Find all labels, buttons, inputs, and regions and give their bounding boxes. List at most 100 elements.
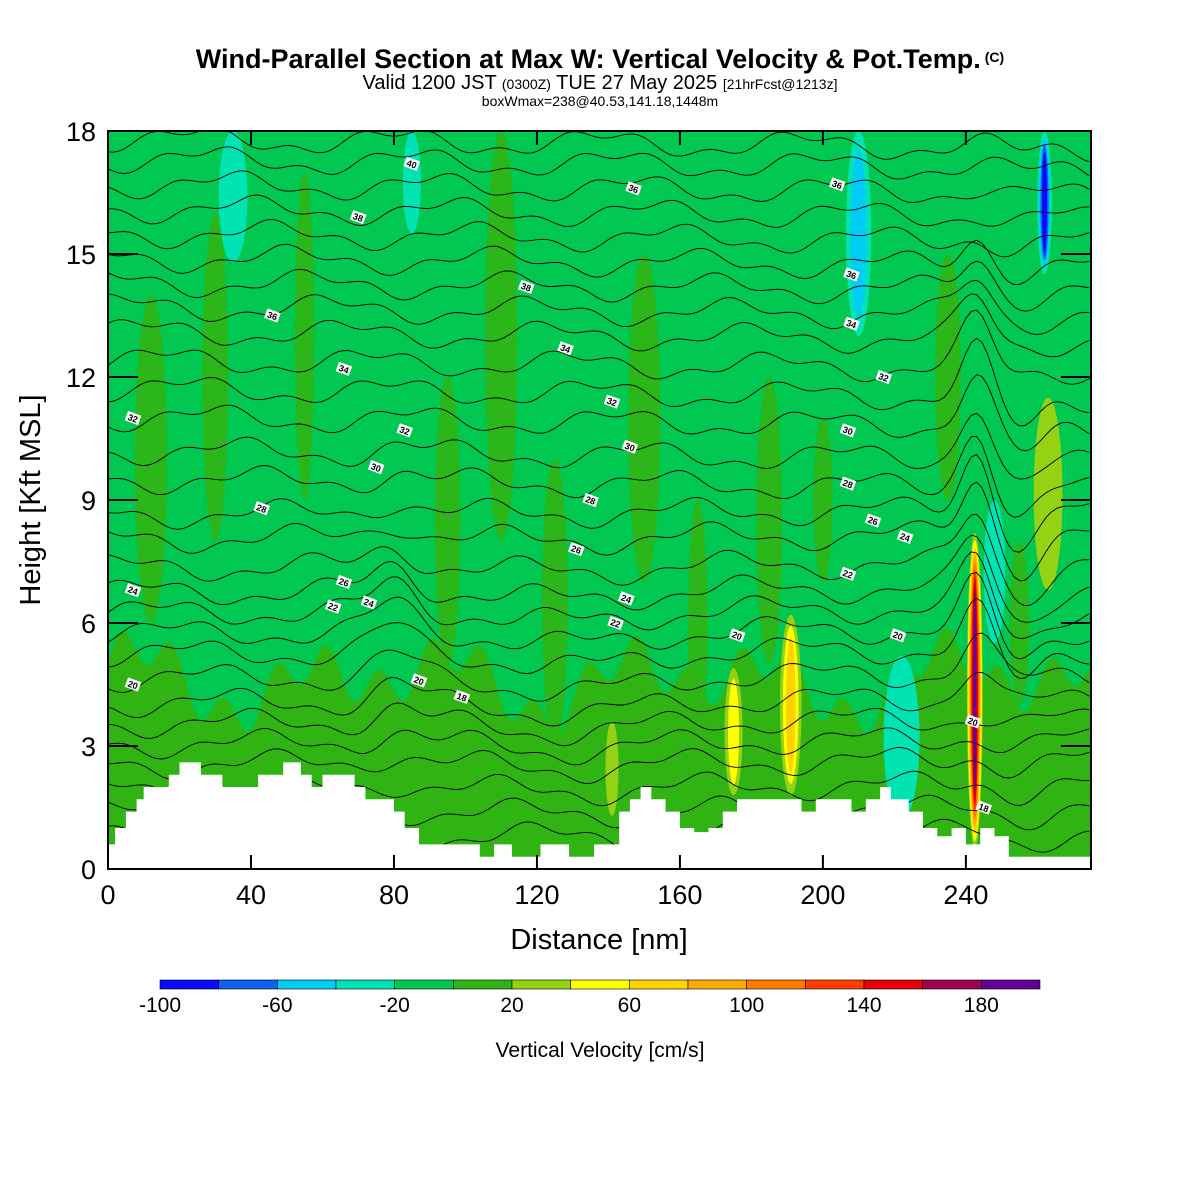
contour-label-bg bbox=[264, 308, 281, 323]
y-tick-label: 6 bbox=[81, 609, 96, 639]
colorbar-tick-label: -20 bbox=[379, 994, 409, 1017]
isentrope-line bbox=[108, 293, 1090, 358]
isentrope-line bbox=[108, 309, 1090, 385]
contour-label-text: 30 bbox=[623, 441, 636, 454]
colorbar-swatch bbox=[628, 979, 689, 990]
contour-label-text: 34 bbox=[337, 363, 350, 376]
colorbar-tick-label: 180 bbox=[964, 994, 999, 1017]
contour-label-text: 36 bbox=[266, 310, 279, 323]
contour-label-bg bbox=[124, 410, 142, 426]
downdraft-plume bbox=[218, 131, 248, 263]
y-tick-label: 3 bbox=[81, 732, 96, 762]
contour-label-text: 36 bbox=[831, 178, 844, 191]
contour-label: 26 bbox=[568, 542, 585, 557]
isentrope-line bbox=[108, 454, 1090, 553]
contour-label: 36 bbox=[625, 181, 642, 196]
isentrope-line bbox=[108, 170, 1090, 204]
box-wmax-info: boxWmax=238@40.53,141.18,1448m bbox=[481, 93, 719, 109]
colorbar-swatch bbox=[804, 979, 865, 990]
contour-label: 20 bbox=[728, 628, 746, 643]
colorbar-swatch bbox=[570, 979, 630, 990]
contour-label-bg bbox=[896, 529, 914, 544]
contour-label-text: 36 bbox=[627, 182, 640, 195]
contour-label: 18 bbox=[975, 800, 993, 815]
y-tick-label: 12 bbox=[66, 363, 96, 393]
contour-label-bg bbox=[875, 369, 892, 385]
contour-label: 34 bbox=[843, 316, 860, 331]
colorbar-swatch bbox=[159, 979, 220, 990]
contour-label-text: 32 bbox=[605, 396, 618, 409]
colorbar-swatch bbox=[922, 979, 982, 990]
contour-label-text: 22 bbox=[609, 617, 622, 630]
isentrope-line bbox=[108, 260, 1090, 312]
contour-label-bg bbox=[828, 177, 846, 192]
contour-label-bg bbox=[843, 267, 860, 282]
colorbar-swatch bbox=[452, 979, 513, 990]
contour-label-bg bbox=[728, 628, 746, 643]
contour-label-bg bbox=[335, 574, 353, 590]
contour-label-text: 18 bbox=[455, 691, 468, 704]
contour-label-bg bbox=[349, 210, 367, 225]
contour-label-bg bbox=[839, 423, 857, 438]
contour-label: 28 bbox=[582, 492, 599, 508]
updraft-plume bbox=[785, 637, 796, 773]
contour-label-text: 22 bbox=[327, 601, 340, 614]
updraft-streak bbox=[1009, 541, 1030, 705]
contour-label-bg bbox=[975, 800, 993, 815]
y-tick-label: 18 bbox=[66, 117, 96, 147]
isentrope-line bbox=[108, 131, 1090, 163]
contour-label: 40 bbox=[403, 156, 421, 171]
isentrope-line bbox=[108, 219, 1090, 258]
isentrope-line bbox=[108, 572, 1090, 660]
contour-label-text: 36 bbox=[845, 269, 858, 282]
contour-label: 32 bbox=[396, 423, 413, 438]
contour-label-bg bbox=[864, 513, 882, 528]
colorbar-tick-label: -100 bbox=[139, 994, 181, 1017]
contour-label-text: 30 bbox=[370, 461, 383, 474]
downdraft-plume bbox=[983, 499, 1006, 644]
contour-label-bg bbox=[964, 714, 982, 729]
contour-label: 18 bbox=[453, 689, 471, 704]
contour-label-text: 20 bbox=[891, 629, 904, 642]
updraft-plume bbox=[728, 679, 740, 785]
updraft-streak bbox=[202, 213, 229, 541]
contour-label-bg bbox=[124, 583, 142, 598]
contour-label-text: 32 bbox=[126, 412, 139, 425]
contour-label-text: 26 bbox=[570, 543, 583, 556]
colorbar-swatch bbox=[863, 979, 924, 990]
contour-label: 32 bbox=[875, 369, 892, 385]
chart-subtitle: Valid 1200 JST (0300Z) TUE 27 May 2025 [… bbox=[0, 73, 1200, 94]
colorbar-swatch bbox=[335, 979, 396, 990]
contour-label: 34 bbox=[557, 341, 574, 356]
contour-label-text: 26 bbox=[866, 515, 879, 528]
colorbar-tick-label: 60 bbox=[618, 994, 641, 1017]
isentrope-line bbox=[108, 671, 1090, 727]
contour-label: 26 bbox=[864, 513, 882, 528]
contour-label-bg bbox=[568, 542, 585, 557]
contour-label: 20 bbox=[124, 677, 142, 692]
contour-labels: 40 36 38 36 38 36 36 34 34 34 32 32 32 32 30 30 30 28 28 28… bbox=[124, 156, 993, 815]
valid-date: TUE 27 May 2025 bbox=[556, 72, 718, 94]
contour-label-bg bbox=[607, 615, 624, 631]
updraft-streak bbox=[756, 377, 783, 664]
colorbar-label: Vertical Velocity [cm/s] bbox=[496, 1039, 705, 1062]
y-tick-label: 0 bbox=[81, 855, 96, 885]
contour-label: 28 bbox=[839, 476, 857, 491]
terrain-shape bbox=[108, 762, 1091, 869]
contour-label-text: 20 bbox=[731, 629, 744, 642]
contour-label-text: 20 bbox=[412, 674, 425, 687]
isentrope-line bbox=[108, 239, 1090, 285]
isentrope-line bbox=[108, 435, 1090, 518]
contour-label-bg bbox=[839, 476, 857, 491]
contour-label-bg bbox=[582, 492, 599, 508]
x-tick-label: 40 bbox=[236, 880, 266, 910]
x-tick-label: 120 bbox=[514, 880, 559, 910]
downdraft-plume bbox=[850, 148, 867, 319]
contour-label: 24 bbox=[896, 529, 914, 544]
contour-label: 22 bbox=[324, 599, 342, 614]
updraft-streak bbox=[485, 131, 518, 541]
x-tick-label: 240 bbox=[943, 880, 988, 910]
isentrope-line bbox=[108, 747, 1090, 784]
